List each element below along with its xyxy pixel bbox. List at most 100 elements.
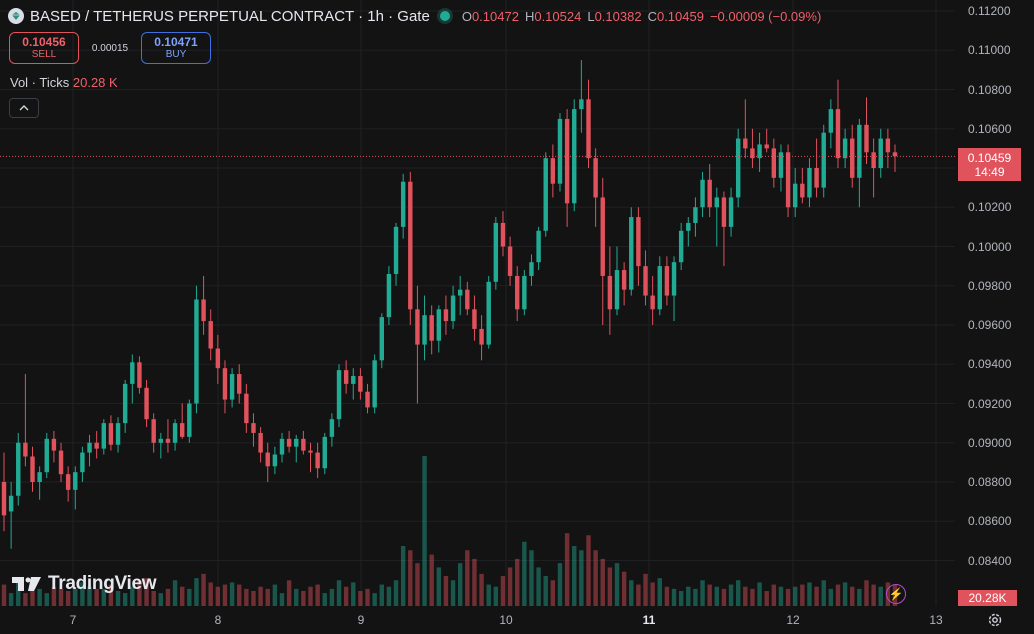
- price-axis-tick: 0.09800: [968, 278, 1012, 293]
- candle-body: [408, 181, 413, 310]
- volume-bar: [821, 580, 826, 606]
- candle-body: [16, 442, 21, 496]
- lightning-icon[interactable]: ⚡: [886, 584, 906, 604]
- high-label: H: [524, 8, 535, 24]
- candle-body: [657, 266, 662, 310]
- candle-body: [857, 124, 862, 178]
- candle: [842, 128, 848, 168]
- collapse-legend-button[interactable]: [9, 98, 39, 118]
- candle-body: [101, 423, 107, 449]
- candle-body: [172, 423, 178, 443]
- candle: [251, 413, 256, 447]
- volume-bar: [258, 586, 263, 606]
- volume-legend[interactable]: Vol · Ticks 20.28 K: [10, 75, 118, 90]
- candle-body: [229, 374, 235, 400]
- candle-body: [614, 270, 620, 310]
- candle-body: [386, 273, 392, 318]
- candle: [336, 364, 342, 428]
- sell-button[interactable]: 0.10456 SELL: [9, 32, 79, 64]
- candle: [130, 354, 135, 404]
- price-axis-tick: 0.10000: [968, 239, 1012, 254]
- volume-bar: [429, 554, 434, 606]
- volume-bar: [393, 580, 399, 606]
- volume-bar: [187, 588, 192, 606]
- candle: [686, 217, 691, 247]
- volume-bar: [636, 584, 641, 606]
- price-axis-tick: 0.08800: [968, 475, 1012, 489]
- buy-button[interactable]: 0.10471 BUY: [141, 32, 211, 64]
- candle-body: [343, 370, 349, 384]
- volume-bar: [343, 586, 349, 606]
- candle-body: [629, 217, 634, 290]
- candle: [408, 171, 413, 325]
- time-axis-tick: 12: [786, 613, 800, 627]
- tradingview-logo-icon: [12, 577, 41, 591]
- candle: [828, 99, 834, 149]
- last-price-label: 0.10459 14:49: [958, 148, 1021, 181]
- candle: [614, 246, 620, 316]
- volume-axis-label: 20.28K: [958, 590, 1017, 606]
- volume-bar: [728, 584, 734, 606]
- candle-body: [65, 474, 71, 490]
- volume-bar: [443, 576, 449, 606]
- candle-body: [194, 299, 199, 404]
- candle: [443, 295, 449, 335]
- candle: [657, 256, 662, 316]
- candle-body: [607, 275, 613, 310]
- candle: [308, 442, 313, 473]
- volume-bar: [415, 563, 420, 606]
- candle: [450, 285, 456, 329]
- candle-body: [286, 438, 292, 447]
- candle-body: [636, 217, 641, 267]
- volume-bar: [735, 580, 741, 606]
- candle-body: [372, 360, 377, 408]
- volume-bar: [835, 584, 841, 606]
- volume-bar: [158, 593, 164, 606]
- symbol-title[interactable]: BASED / TETHERUS PERPETUAL CONTRACT · 1h…: [30, 7, 430, 25]
- volume-bar: [336, 580, 342, 606]
- candle-body: [23, 442, 28, 457]
- price-axis-tick: 0.11200: [968, 4, 1011, 18]
- candle-body: [885, 138, 891, 153]
- candle-body: [800, 183, 805, 198]
- candle: [700, 171, 705, 218]
- candle: [621, 262, 627, 306]
- volume-bar: [301, 591, 306, 606]
- volume-bar: [308, 586, 313, 606]
- volume-bar: [94, 588, 99, 606]
- volume-bar: [422, 456, 427, 606]
- tradingview-logo[interactable]: TradingView: [12, 573, 157, 595]
- candle-body: [486, 281, 491, 345]
- candle: [693, 197, 698, 237]
- candle-body: [814, 168, 819, 188]
- time-axis-tick: 13: [929, 613, 943, 627]
- candle: [165, 419, 171, 453]
- candle: [721, 191, 727, 267]
- candle: [279, 432, 285, 463]
- volume-bar: [279, 593, 285, 606]
- candle-body: [179, 423, 185, 437]
- candle-body: [108, 423, 114, 445]
- candle-body: [122, 383, 128, 424]
- candle: [51, 430, 57, 463]
- sell-price: 0.10456: [22, 35, 66, 49]
- candle-body: [529, 262, 534, 276]
- ohlc-legend: O0.10472 H0.10524 L0.10382 C0.10459 −0.0…: [462, 9, 821, 24]
- gear-icon[interactable]: [986, 611, 1004, 629]
- candle-body: [94, 442, 99, 449]
- volume-bar: [707, 584, 712, 606]
- volume-bar: [179, 586, 185, 606]
- time-axis-tick: 8: [214, 613, 222, 627]
- open-value: 0.10472: [471, 8, 519, 24]
- candle: [393, 222, 399, 286]
- volume-bar: [23, 593, 28, 606]
- candle: [629, 207, 634, 296]
- volume-bar: [842, 582, 848, 606]
- volume-bar: [358, 591, 363, 606]
- candle-body: [415, 309, 420, 345]
- candle: [108, 415, 114, 451]
- candle-body: [1, 482, 7, 516]
- volume-bar: [792, 586, 798, 606]
- chart-header: BASED / TETHERUS PERPETUAL CONTRACT · 1h…: [8, 6, 821, 26]
